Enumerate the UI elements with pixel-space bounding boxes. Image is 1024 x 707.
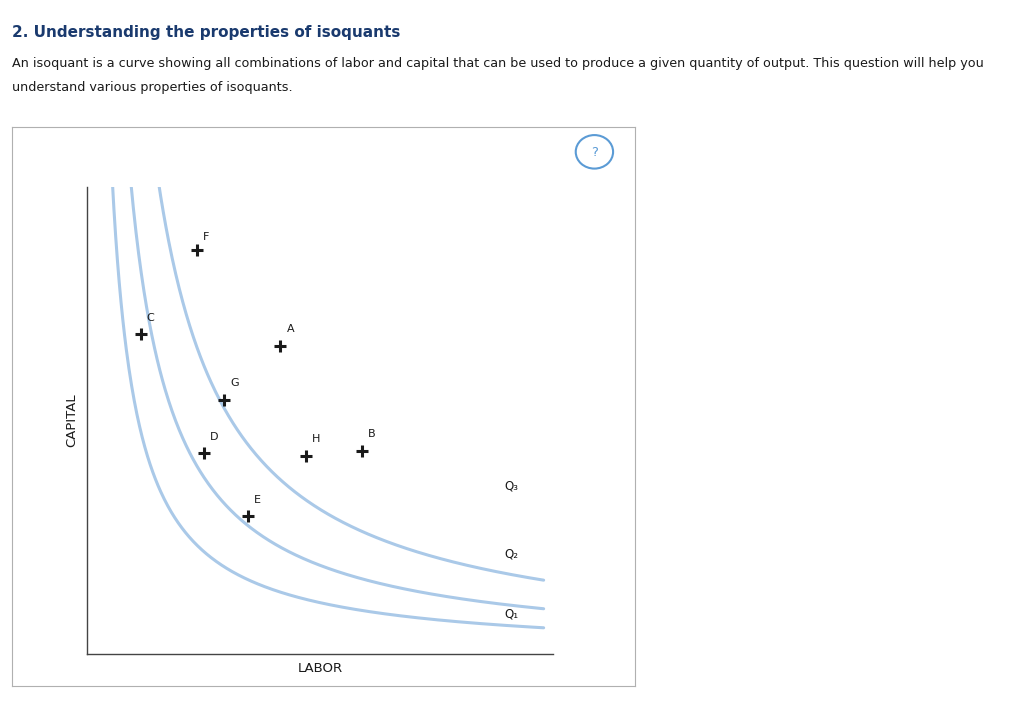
Text: D: D (210, 432, 218, 442)
Text: understand various properties of isoquants.: understand various properties of isoquan… (12, 81, 293, 94)
Text: A: A (287, 325, 294, 334)
Text: Q₂: Q₂ (504, 547, 518, 560)
Text: Q₁: Q₁ (504, 608, 518, 621)
Text: E: E (254, 495, 261, 505)
Text: 2. Understanding the properties of isoquants: 2. Understanding the properties of isoqu… (12, 25, 400, 40)
Text: Q₃: Q₃ (504, 479, 518, 493)
Text: C: C (146, 312, 155, 322)
Text: ?: ? (591, 146, 598, 160)
Text: B: B (368, 429, 376, 439)
Text: H: H (312, 434, 321, 444)
Y-axis label: CAPITAL: CAPITAL (66, 394, 79, 448)
Text: An isoquant is a curve showing all combinations of labor and capital that can be: An isoquant is a curve showing all combi… (12, 57, 984, 69)
Text: G: G (230, 378, 240, 388)
X-axis label: LABOR: LABOR (297, 662, 343, 675)
Text: F: F (203, 232, 209, 242)
